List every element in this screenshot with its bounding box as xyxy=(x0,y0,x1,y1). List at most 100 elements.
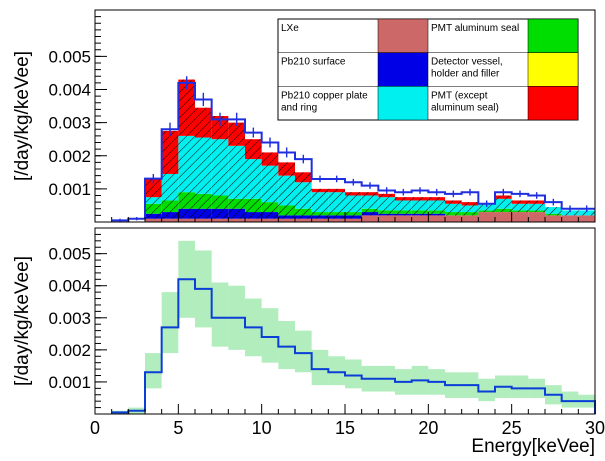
hatch-pmt-except-aluminum-seal xyxy=(528,200,545,204)
x-tick-label: 30 xyxy=(585,418,605,438)
hatch-pb210-surface xyxy=(428,213,445,216)
error-band xyxy=(328,356,345,386)
bottom-y-tick-label: 0.002 xyxy=(48,341,91,360)
legend-swatch-lxe xyxy=(377,18,429,53)
legend-label-line: PMT aluminum seal xyxy=(431,23,519,34)
hatch-pmt-aluminum-seal xyxy=(278,205,295,216)
hatch-pb210-copper-plate-and-ring xyxy=(511,203,529,211)
legend-swatch-pb210-surface xyxy=(377,52,429,87)
measured-histogram xyxy=(111,81,595,222)
error-band xyxy=(511,375,529,398)
series-pmt-except-aluminum-seal xyxy=(145,79,545,206)
top-panel: 0.001 0.002 0.003 0.004 0.005 [/day/kg/keVee… xyxy=(12,9,596,223)
hatch-pmt-except-aluminum-seal xyxy=(145,178,162,198)
hatch-pb210-copper-plate-and-ring xyxy=(445,203,462,213)
hatch-pmt-aluminum-seal xyxy=(295,208,312,216)
bottom-y-tick-label: 0.005 xyxy=(48,245,91,264)
hatch-pmt-aluminum-seal xyxy=(395,210,412,214)
hatch-pb210-copper-plate-and-ring xyxy=(295,182,312,209)
hatch-pb210-copper-plate-and-ring xyxy=(178,135,195,193)
hatch-pmt-aluminum-seal xyxy=(428,210,445,214)
hatch-pb210-copper-plate-and-ring xyxy=(311,192,329,213)
hatch-pb210-surface xyxy=(295,215,312,219)
hatch-pmt-except-aluminum-seal xyxy=(328,188,345,193)
x-tick-label: 5 xyxy=(173,418,183,438)
series-lxe xyxy=(145,212,595,222)
hatch-pb210-surface xyxy=(361,212,379,216)
bar-lxe xyxy=(428,215,445,222)
bar-lxe xyxy=(511,212,529,222)
error-band xyxy=(161,292,179,354)
top-y-tick-label: 0.004 xyxy=(48,81,91,100)
bottom-panel: 0.001 0.002 0.003 0.004 0.005 0 5 10 15 20 25 30 [/… xyxy=(12,227,605,457)
hatch-pmt-except-aluminum-seal xyxy=(411,197,429,201)
hatch-pb210-surface xyxy=(195,208,212,219)
bar-lxe xyxy=(145,218,162,222)
hatch-pmt-aluminum-seal xyxy=(461,212,479,216)
hatch-pmt-except-aluminum-seal xyxy=(511,200,529,204)
hatch-pmt-except-aluminum-seal xyxy=(261,152,279,166)
hatch-pb210-surface xyxy=(145,213,162,219)
hatch-pmt-aluminum-seal xyxy=(495,208,512,213)
hatch-pb210-copper-plate-and-ring xyxy=(345,195,362,213)
legend-label-line: LXe xyxy=(281,23,299,34)
hatch-pb210-copper-plate-and-ring xyxy=(495,198,512,209)
bar-lxe xyxy=(261,218,279,222)
legend-swatch-detector-vessel-holder-and-filler xyxy=(527,52,579,87)
hatch-pmt-except-aluminum-seal xyxy=(395,197,412,201)
hatch-pmt-except-aluminum-seal xyxy=(228,122,245,146)
bar-lxe xyxy=(211,218,229,222)
hatch-pmt-aluminum-seal xyxy=(228,198,245,209)
x-tick-label: 20 xyxy=(418,418,438,438)
x-tick-label: 10 xyxy=(252,418,272,438)
hatch-pb210-surface xyxy=(211,208,229,219)
hatch-pmt-aluminum-seal xyxy=(345,212,362,216)
hatch-pb210-copper-plate-and-ring xyxy=(145,197,162,204)
hatch-pb210-copper-plate-and-ring xyxy=(561,210,579,216)
bar-lxe xyxy=(311,218,329,222)
bar-lxe xyxy=(411,215,429,222)
bottom-y-axis-label: [/day/kg/keVee] xyxy=(12,256,33,386)
top-y-tick-label: 0.005 xyxy=(48,47,91,66)
hatch-pmt-except-aluminum-seal xyxy=(178,79,195,136)
hatch-pmt-aluminum-seal xyxy=(245,198,262,213)
hatch-pmt-aluminum-seal xyxy=(261,202,279,213)
hatch-pmt-aluminum-seal xyxy=(328,212,345,216)
hatch-pmt-except-aluminum-seal xyxy=(461,202,479,206)
hatch-pmt-except-aluminum-seal xyxy=(445,200,462,204)
hatch-pb210-copper-plate-and-ring xyxy=(361,195,379,209)
bar-lxe xyxy=(528,212,545,222)
series-pmt-aluminum-seal xyxy=(145,192,562,216)
hatch-pb210-surface xyxy=(261,212,279,219)
hatch-pmt-except-aluminum-seal xyxy=(361,192,379,196)
x-tick-label: 15 xyxy=(335,418,355,438)
error-band xyxy=(278,321,295,370)
hatch-pb210-surface xyxy=(395,213,412,216)
bottom-y-tick-label: 0.004 xyxy=(48,277,91,296)
hatch-pmt-except-aluminum-seal xyxy=(245,139,262,160)
hatch-pmt-except-aluminum-seal xyxy=(378,193,395,198)
hatch-pmt-except-aluminum-seal xyxy=(311,188,329,193)
legend-label-line: Detector vessel, xyxy=(431,57,503,68)
error-band xyxy=(311,349,329,386)
legend-label-line: and ring xyxy=(281,102,317,113)
legend-swatch-pmt-aluminum-seal xyxy=(527,18,579,53)
bar-lxe xyxy=(245,218,262,222)
bar-lxe xyxy=(395,215,412,222)
legend-label-line: PMT (except xyxy=(431,90,488,101)
bar-lxe xyxy=(178,218,195,222)
bar-lxe xyxy=(328,218,345,222)
legend-label-line: Pb210 copper plate xyxy=(281,90,368,101)
hatch-pmt-aluminum-seal xyxy=(161,200,179,213)
bar-lxe xyxy=(161,218,179,222)
hatch-pb210-copper-plate-and-ring xyxy=(261,165,279,203)
legend-label-line: holder and filler xyxy=(431,69,500,80)
hatch-pb210-surface xyxy=(278,215,295,219)
hatch-pb210-surface xyxy=(411,213,429,216)
hatch-pmt-aluminum-seal xyxy=(411,210,429,214)
legend-swatch-pmt-except-aluminum-seal xyxy=(527,86,579,121)
legend-label-pb210-surface: Pb210 surface xyxy=(281,57,346,68)
series-pb210-copper-plate-and-ring xyxy=(145,135,595,216)
hatch-pmt-aluminum-seal xyxy=(511,210,529,213)
